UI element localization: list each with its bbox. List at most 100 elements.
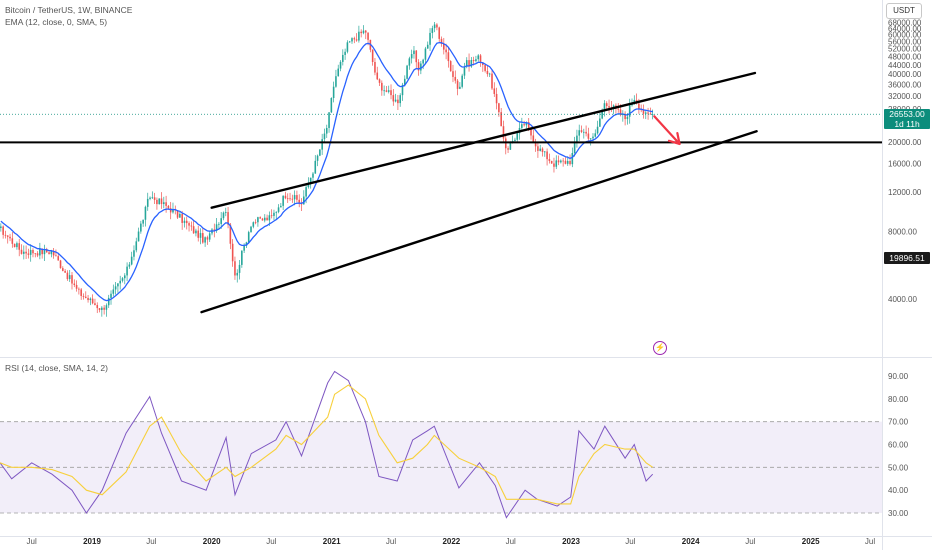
candle-body <box>626 116 629 120</box>
candle-body <box>319 149 321 156</box>
candle-body <box>403 78 406 85</box>
candle-body <box>121 278 124 281</box>
time-tick-label: Jul <box>266 537 276 546</box>
candle-body <box>119 280 121 284</box>
candle-body <box>330 98 333 113</box>
candle-body <box>468 60 470 67</box>
current-price-label: 26553.00 <box>889 109 925 120</box>
candle-body <box>298 199 301 203</box>
candle-body <box>293 195 296 200</box>
currency-button[interactable]: USDT <box>886 3 922 19</box>
candle-body <box>128 264 131 267</box>
candle-body <box>27 253 30 255</box>
candle-body <box>571 152 574 165</box>
candle-body <box>243 245 245 251</box>
candle-body <box>75 284 78 289</box>
candle-body <box>601 109 603 119</box>
candle-body <box>55 255 57 257</box>
candle-body <box>73 283 76 285</box>
candle-body <box>20 249 23 254</box>
rsi-tick-label: 60.00 <box>888 441 909 450</box>
candle-body <box>527 122 530 128</box>
candle-body <box>204 237 206 243</box>
candle-body <box>130 256 133 265</box>
candle-body <box>516 133 519 140</box>
candle-body <box>296 195 298 200</box>
candle-body <box>399 95 401 104</box>
time-tick-label: 2022 <box>442 537 460 546</box>
rsi-tick-label: 80.00 <box>888 395 909 404</box>
candle-body <box>523 124 525 126</box>
candle-body <box>342 54 344 62</box>
candle-body <box>16 243 18 248</box>
candle-body <box>534 142 537 147</box>
candle-body <box>156 199 158 205</box>
price-tick-label: 36000.00 <box>888 81 922 90</box>
candle-body <box>456 80 459 89</box>
candle-body <box>452 71 454 77</box>
candle-body <box>472 60 475 62</box>
lightning-icon[interactable]: ⚡ <box>653 341 667 355</box>
time-tick-label: 2025 <box>802 537 820 546</box>
candle-body <box>149 197 151 199</box>
candle-body <box>135 241 138 251</box>
candle-body <box>160 198 163 205</box>
horizontal-level-tag: 19896.51 <box>884 252 930 264</box>
candle-body <box>484 64 486 71</box>
candle-body <box>500 112 502 127</box>
candle-body <box>185 220 188 224</box>
candle-body <box>360 31 362 34</box>
candle-body <box>80 289 82 296</box>
rsi-ma-line <box>0 384 654 505</box>
symbol-legend[interactable]: Bitcoin / TetherUS, 1W, BINANCE <box>5 5 133 15</box>
candle-body <box>4 234 7 236</box>
candle-body <box>192 226 195 234</box>
ema-12-line <box>0 41 653 302</box>
rsi-tick-label: 40.00 <box>888 486 909 495</box>
candle-body <box>548 159 551 161</box>
candle-body <box>250 226 252 233</box>
candle-body <box>6 235 9 237</box>
candle-body <box>328 112 330 128</box>
candle-body <box>172 209 174 213</box>
candle-body <box>463 66 466 76</box>
candle-body <box>2 226 4 235</box>
candle-body <box>266 217 268 221</box>
candle-body <box>420 63 422 71</box>
candle-body <box>0 226 2 229</box>
trendlines <box>0 71 882 314</box>
candle-body <box>206 237 209 240</box>
candle-body <box>314 160 317 174</box>
candle-body <box>188 223 190 226</box>
candle-body <box>585 131 587 134</box>
candle-body <box>573 141 576 153</box>
candle-body <box>339 61 342 69</box>
candle-body <box>257 217 259 223</box>
candle-body <box>390 90 392 96</box>
candle-body <box>560 160 562 163</box>
candle-body <box>305 187 307 197</box>
candle-body <box>649 113 652 115</box>
candle-body <box>252 222 255 227</box>
candle-body <box>23 251 25 254</box>
candle-body <box>268 215 271 221</box>
candle-body <box>114 286 117 290</box>
candle-body <box>89 298 92 301</box>
rsi-legend[interactable]: RSI (14, close, SMA, 14, 2) <box>5 363 108 373</box>
candle-body <box>236 272 239 276</box>
candle-body <box>495 93 498 104</box>
candle-body <box>587 133 590 139</box>
bar-countdown-label: 1d 11h <box>894 119 920 130</box>
ema-legend[interactable]: EMA (12, close, 0, SMA, 5) <box>5 17 108 27</box>
price-tick-label: 52000.00 <box>888 45 922 54</box>
candle-body <box>401 84 404 96</box>
projection-arrow-head <box>667 139 681 145</box>
candle-body <box>394 99 397 102</box>
candle-body <box>461 75 463 87</box>
candle-body <box>344 51 346 55</box>
candle-body <box>507 148 509 150</box>
candle-body <box>569 160 571 165</box>
candle-body <box>169 208 172 213</box>
